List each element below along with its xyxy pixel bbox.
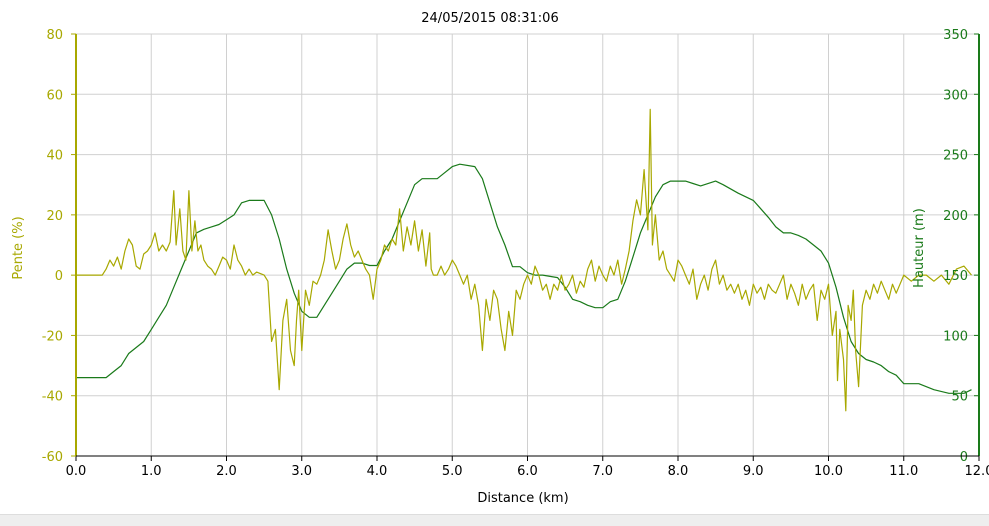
y-right-tick-label: 350 <box>943 28 968 43</box>
x-tick-label: 12.0 <box>965 464 989 479</box>
y-left-tick-label: 0 <box>55 269 63 284</box>
x-tick-label: 2.0 <box>216 464 237 479</box>
x-tick-label: 10.0 <box>814 464 843 479</box>
y-right-axis-title: Hauteur (m) <box>912 208 927 288</box>
x-tick-label: 9.0 <box>743 464 764 479</box>
y-left-tick-label: 20 <box>46 209 63 224</box>
x-tick-label: 3.0 <box>291 464 312 479</box>
x-tick-label: 6.0 <box>517 464 538 479</box>
x-tick-label: 1.0 <box>141 464 162 479</box>
x-tick-label: 11.0 <box>889 464 918 479</box>
x-tick-label: 7.0 <box>592 464 613 479</box>
y-right-tick-label: 0 <box>960 450 968 465</box>
y-right-tick-label: 50 <box>951 390 968 405</box>
y-right-tick-label: 300 <box>943 88 968 103</box>
y-left-tick-label: -20 <box>42 329 63 344</box>
y-left-tick-label: -60 <box>42 450 63 465</box>
y-left-tick-label: 80 <box>46 28 63 43</box>
series-layer <box>76 108 972 412</box>
y-right-tick-label: 200 <box>943 209 968 224</box>
y-right-tick-label: 250 <box>943 149 968 164</box>
grid <box>76 33 979 456</box>
y-left-axis-title: Pente (%) <box>11 216 26 279</box>
elevation-series-line <box>76 163 972 394</box>
x-axis-title: Distance (km) <box>477 491 568 506</box>
x-tick-label: 5.0 <box>442 464 463 479</box>
y-left-tick-label: 60 <box>46 88 63 103</box>
slope-series-line <box>76 108 972 412</box>
y-right-tick-label: 150 <box>943 269 968 284</box>
x-tick-label: 8.0 <box>668 464 689 479</box>
y-left-tick-label: 40 <box>46 149 63 164</box>
chart-title: 24/05/2015 08:31:06 <box>421 11 558 26</box>
horizontal-scrollbar[interactable] <box>0 514 989 526</box>
axes: 0.0 1.0 2.0 3.0 4.0 5.0 6.0 7.0 8.0 9.0 10.0 11.0 12… <box>42 28 989 479</box>
x-tick-label: 0.0 <box>66 464 87 479</box>
x-tick-label: 4.0 <box>367 464 388 479</box>
y-right-tick-label: 100 <box>943 329 968 344</box>
y-left-tick-label: -40 <box>42 390 63 405</box>
